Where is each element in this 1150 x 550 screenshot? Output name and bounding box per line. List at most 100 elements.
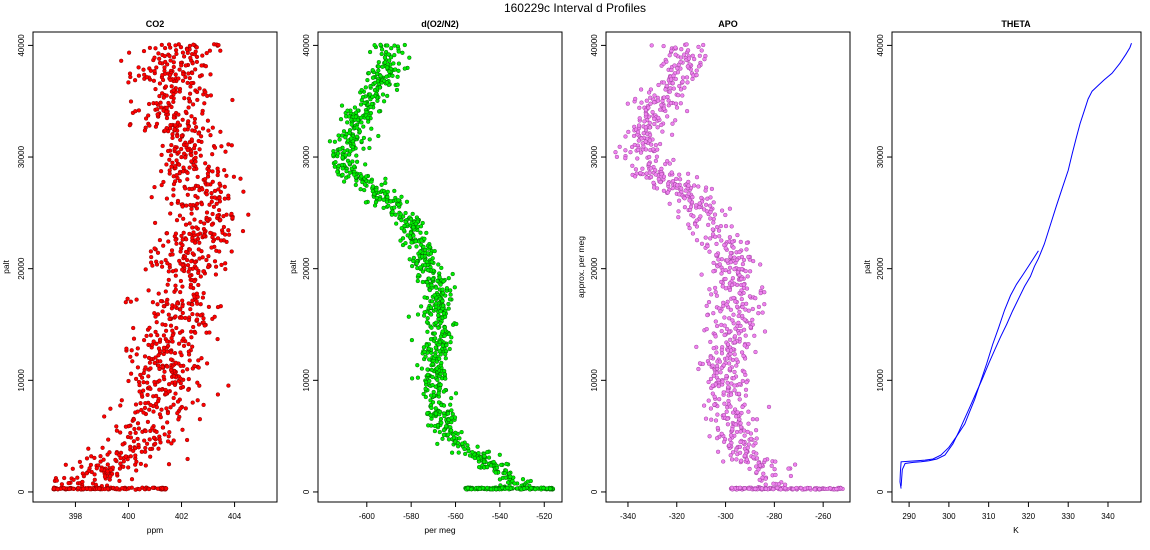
data-point	[354, 159, 360, 164]
data-point	[143, 267, 148, 272]
data-point	[180, 284, 185, 289]
data-point	[205, 264, 211, 270]
data-point	[382, 55, 388, 60]
data-point	[423, 386, 428, 391]
data-point	[204, 188, 209, 194]
data-point	[436, 262, 441, 267]
data-point	[408, 217, 414, 222]
data-point	[714, 363, 720, 369]
data-point	[443, 376, 448, 381]
data-point	[440, 329, 445, 334]
data-point	[750, 306, 755, 312]
data-point	[173, 391, 178, 396]
data-point	[153, 441, 158, 446]
data-point	[352, 172, 357, 177]
data-point	[135, 436, 140, 442]
data-point	[354, 153, 359, 158]
data-point	[485, 449, 490, 455]
data-point	[199, 202, 205, 207]
data-point	[719, 238, 724, 243]
data-point	[655, 125, 660, 130]
data-point	[725, 258, 730, 263]
data-point	[162, 53, 167, 59]
data-point	[154, 121, 160, 126]
data-point	[432, 293, 437, 298]
data-point	[132, 426, 137, 432]
data-point	[202, 323, 207, 328]
data-point	[79, 464, 84, 469]
data-point	[143, 445, 148, 451]
data-point	[740, 378, 745, 384]
data-point	[161, 304, 166, 309]
data-point	[221, 224, 227, 230]
data-point	[178, 363, 183, 369]
data-point	[135, 421, 141, 426]
data-point	[141, 388, 146, 393]
data-point	[188, 329, 194, 334]
data-point	[771, 487, 776, 492]
data-point	[441, 311, 447, 316]
data-point	[177, 171, 182, 176]
data-point	[337, 137, 342, 142]
data-point	[203, 161, 208, 166]
data-point	[163, 387, 168, 393]
data-point	[186, 124, 191, 129]
x-tick-label: -260	[815, 512, 832, 521]
data-point	[389, 46, 394, 51]
data-point	[425, 329, 430, 334]
data-point	[735, 410, 740, 415]
data-point	[409, 376, 415, 381]
data-point	[197, 147, 202, 152]
data-point	[148, 454, 153, 459]
data-point	[218, 129, 223, 134]
panel-theta: THETA 290 300 310 320 330 3400100002000030000…	[862, 19, 1142, 535]
data-point	[173, 72, 178, 77]
data-point	[361, 146, 366, 151]
data-point	[156, 363, 161, 368]
data-point	[735, 270, 740, 275]
data-point	[162, 432, 167, 437]
data-point	[709, 292, 714, 297]
data-point	[184, 203, 189, 208]
data-point	[362, 187, 367, 193]
data-point	[426, 283, 431, 288]
data-point	[687, 198, 692, 203]
data-point	[205, 217, 210, 222]
data-point	[155, 112, 160, 117]
data-point	[186, 317, 192, 323]
data-point	[419, 366, 425, 371]
data-point	[217, 181, 222, 186]
data-point	[670, 179, 676, 184]
data-point	[654, 154, 660, 159]
axes: -340 -320 -300 -280 -26001000020000300004000…	[590, 34, 832, 521]
data-point	[194, 225, 199, 230]
data-point	[467, 453, 473, 458]
data-point	[137, 389, 142, 394]
data-point	[737, 336, 742, 342]
data-point	[147, 123, 152, 128]
data-point	[136, 379, 142, 385]
data-point	[716, 377, 721, 383]
data-point	[738, 439, 743, 445]
data-point	[201, 402, 206, 408]
data-point	[686, 179, 691, 185]
data-point	[529, 485, 534, 491]
data-point	[379, 51, 384, 57]
data-point	[679, 47, 684, 52]
data-point	[463, 451, 468, 457]
data-point	[378, 42, 383, 47]
data-point	[497, 452, 502, 457]
data-point	[723, 286, 728, 291]
data-point	[769, 463, 774, 468]
data-point	[192, 260, 198, 265]
data-point	[210, 179, 215, 184]
data-point	[67, 486, 72, 492]
data-point	[440, 303, 446, 308]
data-point	[380, 92, 386, 97]
data-point	[187, 43, 193, 49]
y-tick-label: 20000	[17, 257, 26, 280]
data-point	[429, 405, 434, 411]
data-point	[744, 240, 750, 246]
data-point	[143, 463, 148, 468]
data-point	[180, 50, 186, 55]
